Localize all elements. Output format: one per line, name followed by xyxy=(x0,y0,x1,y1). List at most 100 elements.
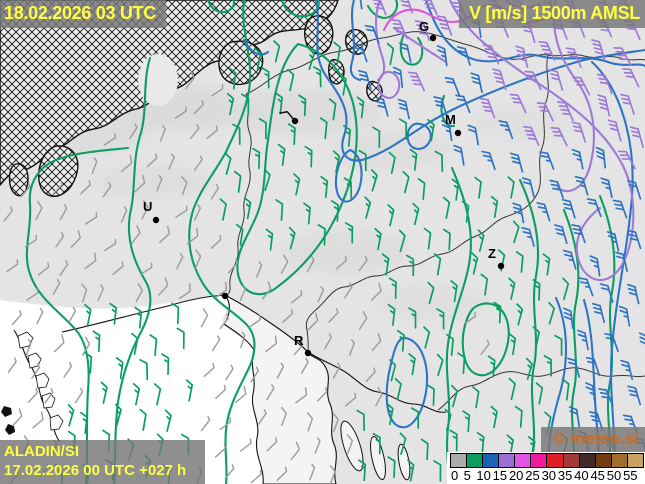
wind-barb xyxy=(436,308,445,330)
wind-barb xyxy=(115,357,124,380)
wind-barb xyxy=(282,308,294,323)
wind-barb xyxy=(6,259,19,273)
wind-barb xyxy=(263,168,271,192)
wind-barb xyxy=(410,407,420,429)
wind-barb xyxy=(243,197,252,220)
legend-tick-label: 40 xyxy=(574,468,589,483)
legend-swatch xyxy=(530,453,548,468)
wind-barb xyxy=(508,377,516,401)
city-markers-layer: G M U Z R xyxy=(143,19,505,357)
wind-barb xyxy=(228,258,238,274)
wind-barb xyxy=(471,386,480,409)
wind-barb xyxy=(210,234,222,249)
model-info-bar: ALADIN/SI 17.02.2026 00 UTC +027 h xyxy=(0,440,205,484)
wind-barb xyxy=(258,118,267,140)
wind-barb xyxy=(606,231,620,252)
wind-barb xyxy=(387,456,396,478)
wind-barb xyxy=(571,148,584,170)
wind-barb xyxy=(387,204,395,227)
wind-barb xyxy=(408,71,426,92)
wind-barb xyxy=(329,465,336,484)
wind-barb xyxy=(59,260,69,276)
wind-barb xyxy=(200,308,209,328)
wind-barb xyxy=(586,198,602,218)
wind-barb xyxy=(194,204,201,221)
city-dot xyxy=(429,34,437,42)
wind-barb xyxy=(114,403,122,426)
wind-barb xyxy=(556,101,574,122)
wind-barb xyxy=(159,225,170,244)
legend-numbers: 0 5 10 15 20 25 30 35 40 45 50 55 xyxy=(447,468,645,483)
wind-barb xyxy=(314,437,321,454)
wind-barb xyxy=(455,94,471,114)
valid-time-label: 18.02.2026 03 UTC xyxy=(4,3,157,23)
wind-barb xyxy=(131,332,139,356)
wind-barb xyxy=(215,281,228,299)
wind-barb xyxy=(81,336,91,356)
city-marker: G xyxy=(419,19,437,42)
model-name-label: ALADIN/SI xyxy=(4,443,79,461)
wind-barb xyxy=(381,253,390,276)
wind-barb xyxy=(548,301,556,325)
wind-barb xyxy=(254,47,262,70)
wind-barb xyxy=(388,277,397,300)
wind-barb xyxy=(538,40,556,61)
wind-barb xyxy=(280,406,287,427)
wind-barb xyxy=(215,384,227,399)
wind-barb xyxy=(158,277,169,296)
wind-barb xyxy=(131,225,141,244)
wind-barb xyxy=(276,362,285,379)
wind-barb xyxy=(549,69,564,91)
wind-barb xyxy=(514,405,523,428)
wind-barb xyxy=(553,224,568,245)
wind-barb xyxy=(596,73,613,95)
wind-barb xyxy=(449,429,458,452)
wind-barb xyxy=(400,0,414,14)
wind-barb xyxy=(471,252,479,275)
wind-barb xyxy=(578,277,594,297)
wind-barb xyxy=(277,143,286,166)
wind-barb xyxy=(317,387,328,402)
wind-barb xyxy=(461,200,470,223)
wind-barb xyxy=(273,40,281,63)
wind-barb xyxy=(11,310,22,326)
legend-swatch xyxy=(466,453,484,468)
legend-tick-label: 50 xyxy=(606,468,622,483)
wind-barb xyxy=(463,311,476,325)
wind-barb xyxy=(612,199,628,219)
wind-barb xyxy=(303,202,311,225)
city-marker: M xyxy=(445,112,462,137)
wind-barb xyxy=(524,70,542,91)
wind-barb xyxy=(392,66,404,89)
wind-barb xyxy=(330,200,339,222)
wind-barb xyxy=(507,176,515,199)
wind-barb xyxy=(550,126,568,147)
wind-barb xyxy=(200,415,211,432)
wind-barb xyxy=(479,97,496,119)
city-dot xyxy=(497,262,505,270)
wind-barb xyxy=(276,466,288,481)
wind-barb xyxy=(232,123,241,145)
wind-barb xyxy=(470,72,483,94)
wind-barb xyxy=(59,204,68,221)
wind-barb xyxy=(408,353,416,376)
legend-tick-label: 55 xyxy=(623,468,638,483)
wind-barb xyxy=(279,111,296,122)
wind-barb xyxy=(576,329,589,351)
wind-barb xyxy=(562,249,577,270)
wind-barb xyxy=(206,125,218,140)
wind-barb xyxy=(317,224,326,246)
wind-barb xyxy=(211,83,224,97)
wind-barb xyxy=(600,177,613,199)
wind-barb xyxy=(332,150,341,173)
wind-barb xyxy=(140,262,153,275)
wind-barb xyxy=(44,387,54,404)
wind-barb xyxy=(103,133,116,146)
wind-barb xyxy=(226,92,235,116)
wind-barb xyxy=(356,409,366,432)
wind-barb xyxy=(275,92,283,115)
wind-barb xyxy=(68,306,77,323)
wind-barb xyxy=(567,357,581,378)
kvarner-coastline xyxy=(307,351,447,413)
wind-barb xyxy=(589,411,604,431)
